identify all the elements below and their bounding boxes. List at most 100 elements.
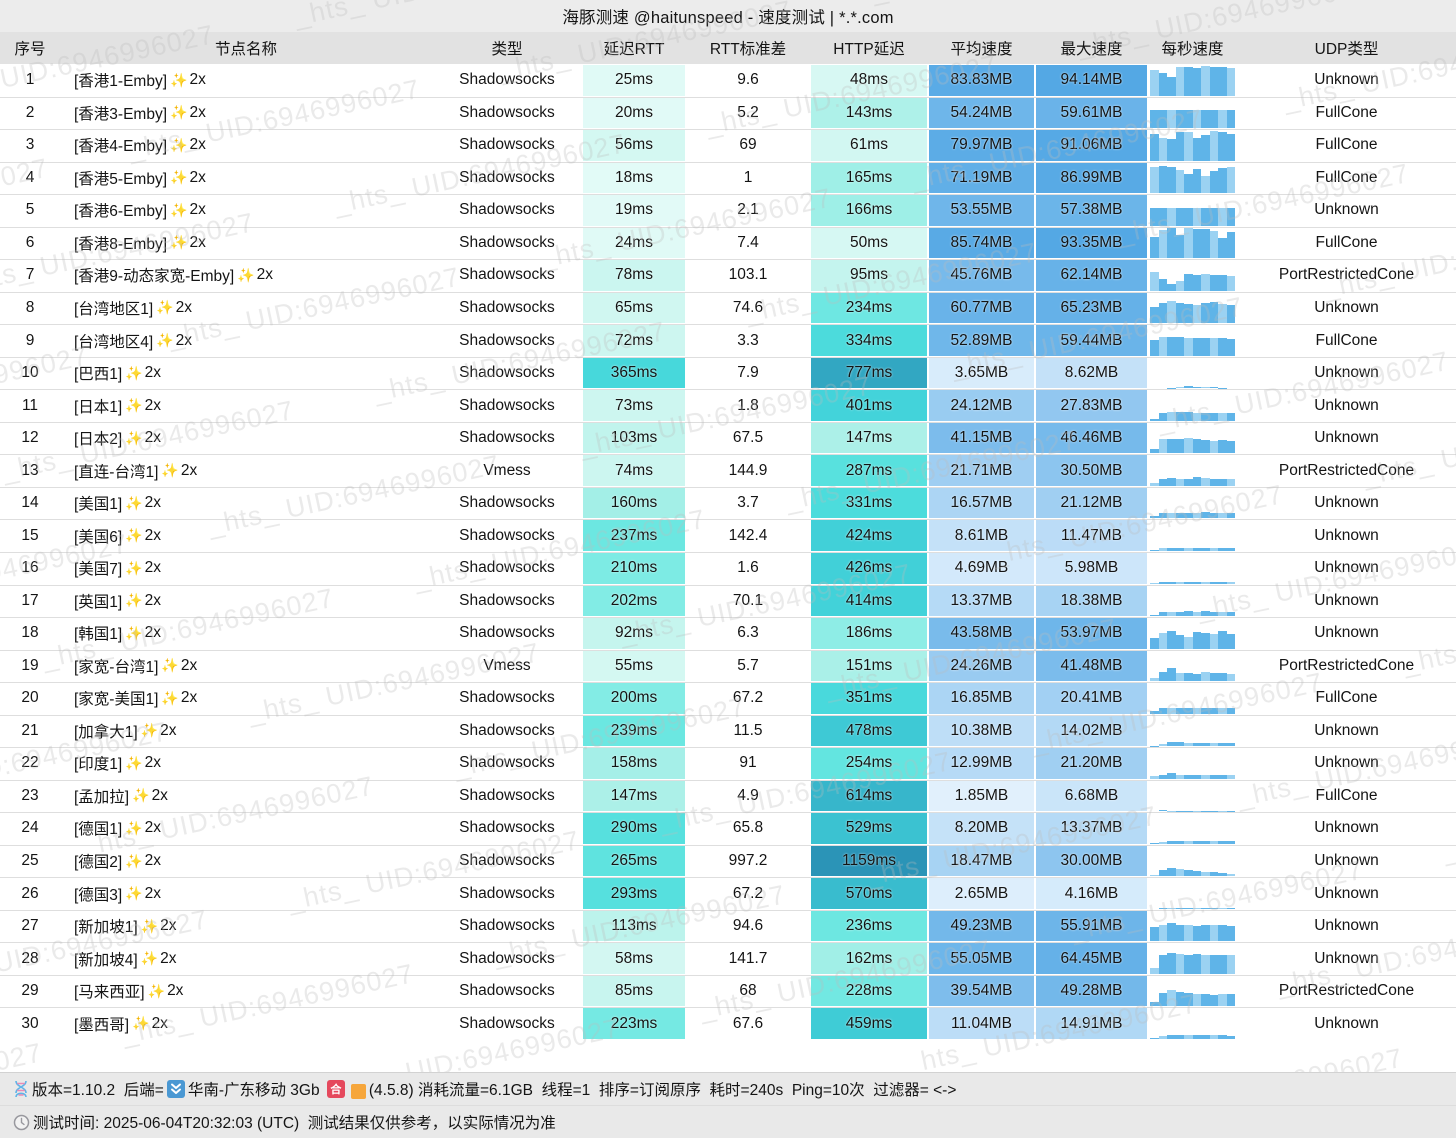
type-cell: Shadowsocks [459,233,555,251]
avg-speed-cell: 24.12MB [928,389,1035,422]
spark-bar [1209,230,1218,259]
spark-bar [1150,207,1159,226]
table-row: 2 [香港3-Emby] ✨ 2x Shadowsocks 20ms 5.2 143ms 54.… [0,96,1456,130]
table-row: 14 [美国1] ✨ 2x Shadowsocks 160ms 3.7 331ms 16.57M… [0,486,1456,520]
spark-bar [1209,924,1218,942]
http-latency-cell: 401ms [810,389,928,422]
http-latency-cell-value: 614ms [811,780,927,812]
rtt-cell: 200ms [582,682,686,715]
speed-sparkline [1148,97,1237,130]
spark-bar [1218,954,1227,974]
spark-bar [1158,743,1167,747]
max-speed-cell-value: 30.50MB [1036,455,1147,486]
spark-bar [1209,412,1218,421]
type-cell: Shadowsocks [459,786,555,804]
speed-sparkline [1148,845,1237,878]
stddev-cell: 7.9 [737,364,759,382]
node-name-cell: [德国2] ✨ 2x [60,845,432,878]
stddev-cell: 67.2 [732,689,764,707]
node-multiplier-label: 2x [160,949,177,967]
node-name-label: [巴西1] [74,366,123,384]
spark-bar [1218,67,1227,96]
spark-bar [1209,274,1218,291]
sparkline-bars [1150,195,1235,226]
type-cell: Shadowsocks [459,201,555,219]
node-name-label: [墨西哥] [74,1016,130,1034]
http-latency-cell-value: 414ms [811,585,927,617]
udp-type-cell: PortRestrictedCone [1278,461,1415,479]
node-name-label: [印度1] [74,756,123,774]
node-name-cell: [巴西1] ✨ 2x [60,357,432,390]
sparkline-bars [1150,586,1235,617]
seq-cell: 19 [21,656,39,674]
avg-speed-cell: 8.61MB [928,519,1035,552]
node-name-cell: [直连-台湾1] ✨ 2x [60,454,432,487]
node-multiplier-label: 2x [189,201,206,219]
http-latency-cell: 529ms [810,812,928,845]
spark-bar [1175,281,1184,291]
http-latency-cell-value: 351ms [811,683,927,714]
spark-bar [1192,870,1201,877]
rtt-cell: 25ms [582,64,686,97]
spark-bar [1175,774,1184,779]
node-name-cell: [印度1] ✨ 2x [60,747,432,780]
node-name-label: [香港3-Emby] [74,105,168,123]
sparkle-icon: ✨ [170,234,188,251]
spark-bar [1158,633,1167,649]
speed-sparkline [1148,129,1237,162]
http-latency-cell-value: 165ms [811,162,927,194]
rtt-cell: 24ms [582,227,686,260]
max-speed-cell: 53.97MB [1035,617,1148,650]
spark-bar [1218,582,1227,584]
spark-bar [1184,227,1193,259]
table-body: 1 [香港1-Emby] ✨ 2x Shadowsocks 25ms 9.6 48ms 83.8… [0,64,1456,1040]
spark-bar [1209,479,1218,486]
type-cell: Shadowsocks [459,266,555,284]
speed-sparkline [1148,292,1237,325]
sparkline-bars [1150,358,1235,389]
speed-sparkline [1148,519,1237,552]
http-latency-cell-value: 236ms [811,910,927,942]
sparkline-bars [1150,1008,1235,1039]
http-latency-cell-value: 151ms [811,650,927,682]
spark-bar [1226,339,1235,356]
spark-bar [1192,412,1201,421]
http-latency-cell: 147ms [810,422,928,455]
spark-bar [1158,548,1167,551]
node-name-cell: [美国6] ✨ 2x [60,519,432,552]
sparkle-icon: ✨ [170,104,188,121]
column-header-name: 节点名称 [214,41,277,58]
spark-bar [1150,927,1159,942]
avg-speed-cell-value: 55.05MB [929,943,1034,974]
stddev-cell: 1.8 [737,396,759,414]
udp-type-cell: Unknown [1314,949,1379,967]
spark-bar [1209,907,1218,909]
table-row: 12 [日本2] ✨ 2x Shadowsocks 103ms 67.5 147ms 41.15… [0,421,1456,455]
sparkline-bars [1150,293,1235,324]
spark-bar [1175,235,1184,259]
spark-bar [1184,547,1193,551]
seq-cell: 29 [21,982,39,1000]
spark-bar [1184,992,1193,1007]
spark-bar [1167,283,1176,291]
spark-bar [1218,708,1227,714]
spark-bar [1158,1035,1167,1039]
udp-type-cell: Unknown [1314,754,1379,772]
stddev-cell: 997.2 [728,852,768,870]
udp-type-cell: FullCone [1315,168,1378,186]
spark-bar [1209,302,1218,324]
node-name-cell: [墨西哥] ✨ 2x [60,1007,432,1040]
spark-bar [1184,637,1193,649]
max-speed-cell: 18.38MB [1035,585,1148,618]
spark-bar [1167,300,1176,324]
avg-speed-cell: 12.99MB [928,747,1035,780]
spark-bar [1150,582,1159,584]
spark-bar [1192,304,1201,324]
rtt-cell-value: 113ms [583,910,685,942]
stddev-cell: 1 [743,168,753,186]
rtt-cell-value: 365ms [583,357,685,389]
max-speed-cell-value: 62.14MB [1036,260,1147,291]
spark-bar [1226,548,1235,551]
spark-bar [1201,110,1210,129]
rtt-cell-value: 73ms [583,390,685,421]
